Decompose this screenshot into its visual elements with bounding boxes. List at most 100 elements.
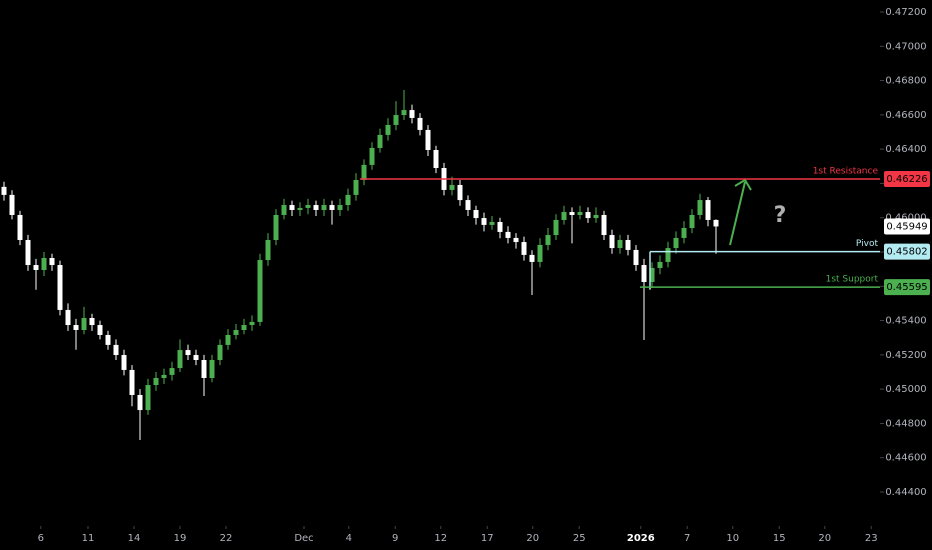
- candle-body: [321, 205, 327, 210]
- question-mark: ?: [774, 203, 787, 228]
- candle-body: [289, 205, 295, 210]
- candle-body: [97, 325, 103, 335]
- x-tick-label: 6: [38, 533, 44, 544]
- candle-body: [425, 129, 431, 150]
- candle-body: [57, 265, 63, 310]
- y-tick-label: 0.44600: [885, 453, 926, 464]
- candle-body: [649, 267, 655, 282]
- candle-body: [217, 344, 223, 360]
- candle-body: [273, 214, 279, 240]
- x-tick-label: 20: [818, 533, 831, 544]
- level-price: 0.45595: [886, 282, 927, 293]
- x-tick-label: 20: [526, 533, 539, 544]
- candle-body: [193, 355, 199, 360]
- level-price-box: [884, 279, 930, 296]
- candle-body: [305, 205, 311, 208]
- candle-body: [177, 350, 183, 369]
- x-tick-label: 4: [346, 533, 352, 544]
- level-name: 1st Support: [826, 275, 879, 285]
- candle-body: [353, 180, 359, 195]
- x-tick-label: 22: [220, 533, 233, 544]
- candle-body: [185, 350, 191, 356]
- candle-body: [697, 200, 703, 215]
- x-tick-label: 17: [481, 533, 494, 544]
- candle-body: [361, 164, 367, 180]
- candle-body: [665, 248, 671, 262]
- x-tick-label: 9: [392, 533, 398, 544]
- candle-body: [377, 134, 383, 148]
- candle-body: [585, 212, 591, 219]
- candle-body: [1, 186, 7, 195]
- forecast-arrowhead: [734, 178, 752, 191]
- candle-body: [113, 344, 119, 356]
- last-price: 0.45949: [886, 221, 927, 232]
- candle-body: [689, 214, 695, 228]
- x-tick-label: 2026: [627, 533, 655, 544]
- candle-body: [25, 240, 31, 266]
- candle-body: [145, 385, 151, 411]
- candle-body: [265, 240, 271, 261]
- candle-body: [257, 260, 263, 322]
- candle-body: [153, 378, 159, 386]
- candle-body: [457, 184, 463, 201]
- candle-body: [473, 210, 479, 219]
- candle-body: [513, 237, 519, 243]
- candle-body: [313, 205, 319, 210]
- candle-body: [41, 258, 47, 270]
- candle-body: [489, 222, 495, 225]
- level-price-box: [884, 243, 930, 260]
- candle-body: [577, 212, 583, 215]
- x-tick-label: 7: [684, 533, 690, 544]
- candle-body: [553, 219, 559, 236]
- level-price: 0.46226: [886, 174, 927, 185]
- level-name: Pivot: [856, 239, 879, 249]
- candle-body: [433, 150, 439, 168]
- candle-body: [169, 368, 175, 375]
- candle-body: [65, 309, 71, 326]
- forecast-arrow: [729, 181, 746, 246]
- candle-body: [593, 214, 599, 219]
- candle-body: [209, 360, 215, 378]
- candle-body: [129, 369, 135, 395]
- candle-body: [241, 325, 247, 330]
- candle-body: [481, 218, 487, 225]
- candle-body: [401, 110, 407, 116]
- candle-body: [713, 219, 719, 227]
- candle-body: [249, 321, 255, 326]
- candle-body: [529, 254, 535, 262]
- x-tick-label: 23: [865, 533, 878, 544]
- candle-body: [281, 205, 287, 215]
- candle-body: [417, 117, 423, 130]
- candle-body: [601, 214, 607, 236]
- candle-body: [625, 240, 631, 250]
- candle-body: [681, 228, 687, 238]
- candle-body: [105, 334, 111, 345]
- candle-body: [521, 242, 527, 255]
- candle-body: [161, 374, 167, 378]
- candle-body: [345, 194, 351, 206]
- x-tick-label: 14: [128, 533, 141, 544]
- candle-body: [633, 249, 639, 266]
- x-tick-label: 15: [773, 533, 786, 544]
- candle-body: [569, 212, 575, 215]
- candle-body: [121, 355, 127, 370]
- y-tick-label: 0.45000: [885, 384, 926, 395]
- x-tick-label: 25: [573, 533, 586, 544]
- y-tick-label: 0.45200: [885, 350, 926, 361]
- level-price-box: [884, 170, 930, 187]
- candle-body: [233, 330, 239, 335]
- y-tick-label: 0.46600: [885, 110, 926, 121]
- y-tick-label: 0.46800: [885, 76, 926, 87]
- candle-body: [137, 394, 143, 411]
- candle-body: [673, 237, 679, 249]
- candle-body: [81, 318, 87, 330]
- x-tick-label: Dec: [294, 533, 313, 544]
- candle-body: [617, 240, 623, 249]
- candle-body: [505, 231, 511, 238]
- y-tick-label: 0.47200: [885, 7, 926, 18]
- x-tick-label: 19: [174, 533, 187, 544]
- y-tick-label: 0.44400: [885, 487, 926, 498]
- candle-body: [537, 244, 543, 262]
